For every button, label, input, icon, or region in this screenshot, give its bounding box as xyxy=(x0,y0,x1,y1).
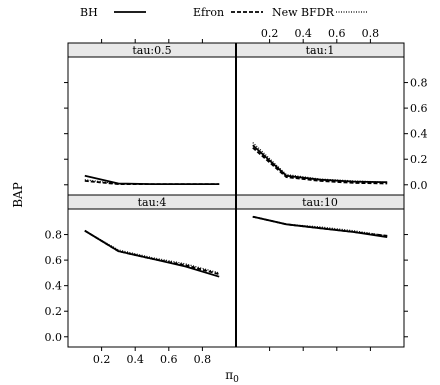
y-tick-label-tau4: 0.6 xyxy=(45,254,63,267)
x-tick-label-tau1: 0.2 xyxy=(261,27,279,40)
y-tick-label-tau1: 0.8 xyxy=(410,77,428,90)
line-tau4-efron xyxy=(84,229,220,276)
line-tau1-efron xyxy=(252,147,388,185)
panel-frame-tau05 xyxy=(67,56,237,196)
x-tick-label-tau1: 0.4 xyxy=(294,27,312,40)
strip-label-tau05: tau:0.5 xyxy=(132,44,171,57)
x-axis-label: π0 xyxy=(225,368,239,385)
line-tau1-new-bfdr xyxy=(252,142,388,183)
panel-frame-tau4 xyxy=(67,208,237,348)
x-tick-label-tau4: 0.2 xyxy=(93,353,111,366)
legend-label-new-bfdr: New BFDR xyxy=(272,6,335,19)
series-lines xyxy=(84,142,388,278)
strip-label-tau1: tau:1 xyxy=(306,44,335,57)
line-tau4-bh xyxy=(84,229,220,278)
legend-label-efron: Efron xyxy=(193,6,224,19)
y-tick-label-tau4: 0.8 xyxy=(45,229,63,242)
line-tau10-new-bfdr xyxy=(252,216,388,237)
y-tick-label-tau1: 0.0 xyxy=(410,179,428,192)
x-tick-label-tau4: 0.4 xyxy=(126,353,144,366)
x-tick-label-tau4: 0.8 xyxy=(194,353,212,366)
y-tick-label-tau1: 0.2 xyxy=(410,153,428,166)
x-tick-label-tau4: 0.6 xyxy=(160,353,178,366)
legend-label-bh: BH xyxy=(80,6,98,19)
legend: BH Efron New BFDR xyxy=(80,6,368,19)
line-tau10-efron xyxy=(252,215,388,237)
x-tick-label-tau1: 0.6 xyxy=(328,27,346,40)
x-tick-label-tau1: 0.8 xyxy=(362,27,380,40)
y-tick-label-tau1: 0.4 xyxy=(410,128,428,141)
line-tau05-new-bfdr xyxy=(84,179,220,185)
line-tau4-new-bfdr xyxy=(84,230,220,274)
line-tau05-efron xyxy=(84,180,220,186)
y-tick-label-tau1: 0.6 xyxy=(410,102,428,115)
y-tick-label-tau4: 0.0 xyxy=(45,331,63,344)
line-tau1-bh xyxy=(252,144,388,184)
y-axis-label: BAP xyxy=(11,182,25,208)
panel-frame-tau10 xyxy=(235,208,405,348)
panel-frame-tau1 xyxy=(235,56,405,196)
strip-label-tau4: tau:4 xyxy=(138,196,167,209)
y-tick-label-tau4: 0.2 xyxy=(45,305,63,318)
y-tick-label-tau4: 0.4 xyxy=(45,280,63,293)
strip-label-tau10: tau:10 xyxy=(302,196,338,209)
axis-ticks: 0.2 0.4 0.6 0.8 0.2 0.4 0.6 0.8 0.0 0.2 0.4 0.6 0.8 0… xyxy=(45,27,428,366)
